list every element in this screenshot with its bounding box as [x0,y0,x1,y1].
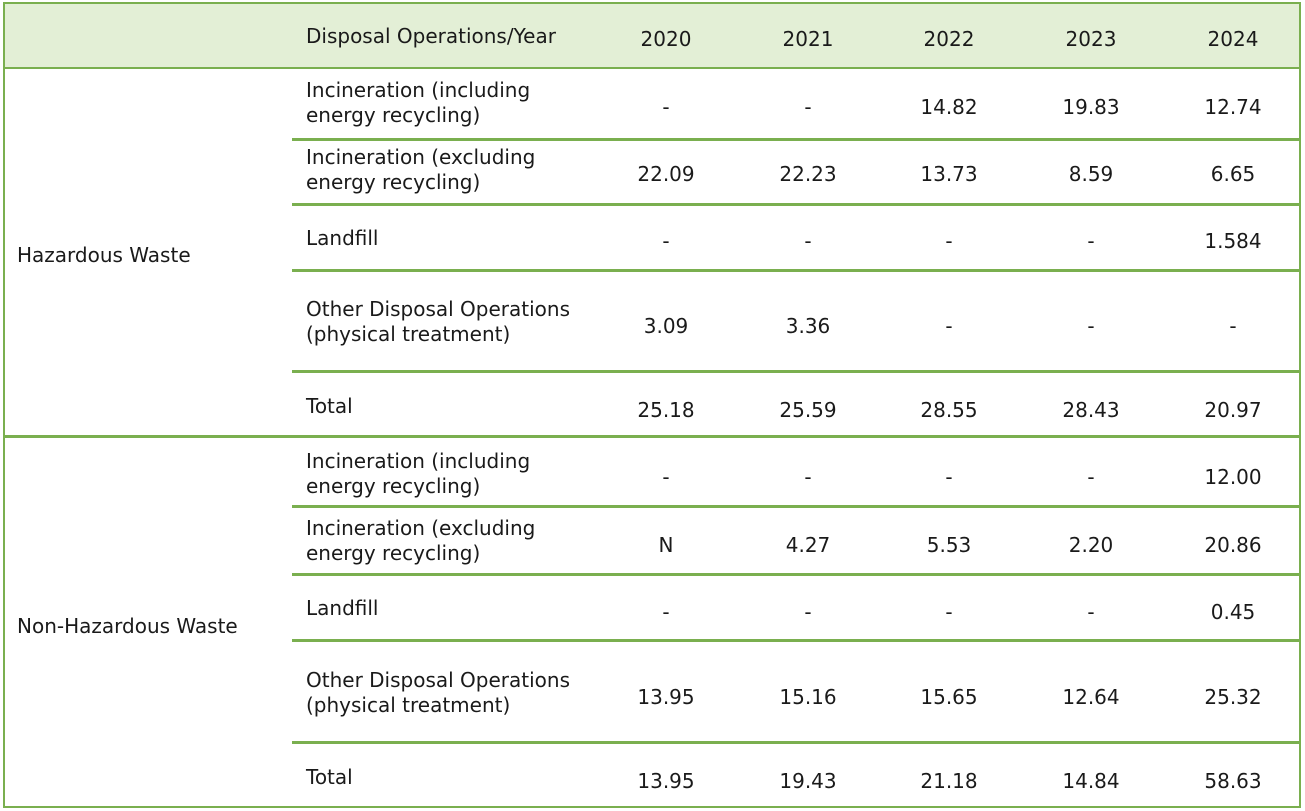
table-cell: 19.83 [1062,95,1120,119]
header-year-2020: 2020 [640,27,692,51]
row-op-line2: (physical treatment) [306,322,511,346]
table-cell: - [804,95,812,119]
row-op-line2: energy recycling) [306,170,481,194]
row-divider [292,505,1301,508]
table-cell: 3.36 [785,314,831,338]
table-cell: 21.18 [920,769,978,793]
table-cell: - [1229,314,1237,338]
row-op-line2: (physical treatment) [306,693,511,717]
table-cell: 22.09 [637,162,695,186]
row-divider [292,370,1301,373]
table-cell: 14.82 [920,95,978,119]
table-cell: - [804,465,812,489]
table-cell: 20.97 [1204,398,1262,422]
table-cell: 22.23 [779,162,837,186]
row-divider [292,573,1301,576]
row-op-line2: energy recycling) [306,541,481,565]
table-cell: 0.45 [1210,600,1256,624]
table-cell: 4.27 [785,533,831,557]
row-op-line1: Incineration (excluding [306,516,536,540]
table-cell: N [658,533,674,557]
row-divider [292,639,1301,642]
row-divider [292,138,1301,141]
group-label-hazardous: Hazardous Waste [17,243,191,267]
table-cell: 13.95 [637,769,695,793]
table-cell: 6.65 [1210,162,1256,186]
table-cell: - [1087,229,1095,253]
header-year-2024: 2024 [1207,27,1259,51]
table-cell: 13.95 [637,685,695,709]
table-cell: - [945,465,953,489]
table-cell: - [662,229,670,253]
table-cell: 25.59 [779,398,837,422]
table-cell: 13.73 [920,162,978,186]
table-cell: - [1087,600,1095,624]
header-label: Disposal Operations/Year [306,24,556,48]
table-cell: 15.16 [779,685,837,709]
header-year-2023: 2023 [1065,27,1117,51]
row-divider [292,269,1301,272]
group-label-non-hazardous: Non-Hazardous Waste [17,614,238,638]
table-cell: 3.09 [643,314,689,338]
row-op-line1: Other Disposal Operations [306,668,570,692]
table-cell: 19.43 [779,769,837,793]
table-cell: - [662,600,670,624]
table-cell: - [1087,314,1095,338]
table-cell: 12.00 [1204,465,1262,489]
table-cell: 20.86 [1204,533,1262,557]
table-cell: 1.584 [1204,229,1262,253]
row-op-total: Total [306,765,353,789]
table-cell: - [945,229,953,253]
header-year-2021: 2021 [782,27,834,51]
table-cell: 25.18 [637,398,695,422]
table-cell: 2.20 [1068,533,1114,557]
table-cell: - [1087,465,1095,489]
row-op-line1: Landfill [306,226,379,250]
row-op-line2: energy recycling) [306,103,481,127]
row-divider [292,203,1301,206]
table-cell: 15.65 [920,685,978,709]
row-divider [292,741,1301,744]
row-op-total: Total [306,394,353,418]
table-cell: - [945,600,953,624]
table-cell: - [662,465,670,489]
table-cell: 14.84 [1062,769,1120,793]
table-cell: 28.43 [1062,398,1120,422]
table-cell: - [804,600,812,624]
table-cell: 28.55 [920,398,978,422]
table-border [3,2,1301,808]
row-op-line1: Incineration (excluding [306,145,536,169]
header-year-2022: 2022 [923,27,975,51]
table-cell: 8.59 [1068,162,1114,186]
group-divider [3,435,1301,438]
table-cell: 12.64 [1062,685,1120,709]
table-cell: 25.32 [1204,685,1262,709]
row-op-line1: Incineration (including [306,449,531,473]
table-cell: 12.74 [1204,95,1262,119]
row-op-line1: Other Disposal Operations [306,297,570,321]
row-op-line1: Incineration (including [306,78,531,102]
table-cell: - [945,314,953,338]
row-op-line2: energy recycling) [306,474,481,498]
table-cell: - [662,95,670,119]
row-op-line1: Landfill [306,596,379,620]
table-cell: - [804,229,812,253]
table-cell: 5.53 [926,533,972,557]
table-cell: 58.63 [1204,769,1262,793]
